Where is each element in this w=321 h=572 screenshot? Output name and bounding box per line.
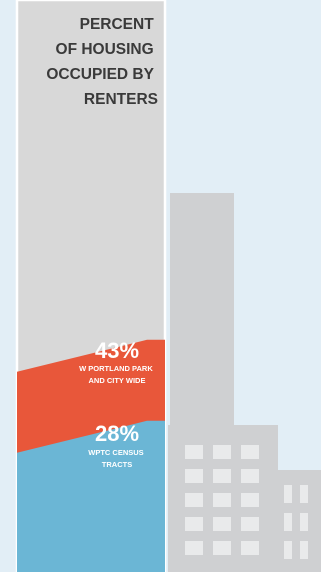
skyline-illustration xyxy=(168,193,321,572)
window xyxy=(185,541,203,555)
chart-title-line: OF HOUSING xyxy=(56,41,154,58)
window xyxy=(284,541,292,559)
chart-title-line: PERCENT xyxy=(80,16,155,33)
window xyxy=(213,517,231,531)
value-label-wptc-census-tracts: 28% xyxy=(95,421,139,446)
window xyxy=(241,469,259,483)
window xyxy=(213,493,231,507)
series-label-line: AND CITY WIDE xyxy=(89,376,146,385)
window xyxy=(185,493,203,507)
series-label-line: WPTC CENSUS xyxy=(88,448,143,457)
window xyxy=(241,445,259,459)
window xyxy=(213,541,231,555)
window xyxy=(241,493,259,507)
window xyxy=(213,469,231,483)
window xyxy=(241,517,259,531)
value-label-portland-park-city-wide: 43% xyxy=(95,338,139,363)
window xyxy=(213,445,231,459)
window xyxy=(185,469,203,483)
area-band-wptc-census-tracts xyxy=(17,420,165,572)
window xyxy=(284,513,292,531)
window xyxy=(300,541,308,559)
window xyxy=(185,445,203,459)
series-label-line: TRACTS xyxy=(102,460,132,469)
chart-title-line: RENTERS xyxy=(84,91,158,108)
series-label-line: W PORTLAND PARK xyxy=(79,364,153,373)
chart-title-line: OCCUPIED BY xyxy=(46,66,154,83)
window xyxy=(284,485,292,503)
chart-title: PERCENT OF HOUSING OCCUPIED BY RENTERS xyxy=(46,16,158,108)
window xyxy=(300,513,308,531)
window xyxy=(300,485,308,503)
building-windows xyxy=(185,445,308,559)
series-label-portland-park-city-wide: W PORTLAND PARK AND CITY WIDE xyxy=(79,364,155,385)
window xyxy=(185,517,203,531)
window xyxy=(241,541,259,555)
series-label-wptc-census-tracts: WPTC CENSUS TRACTS xyxy=(88,448,146,469)
